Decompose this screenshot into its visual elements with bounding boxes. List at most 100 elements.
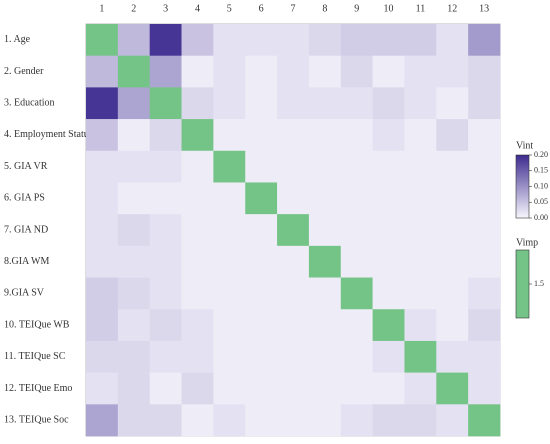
vint-cell — [86, 55, 119, 88]
vint-cell — [308, 87, 342, 120]
vint-cell — [308, 24, 342, 56]
vint-cell — [149, 340, 182, 373]
vint-cell — [149, 309, 182, 342]
vint-cell — [404, 309, 437, 342]
vint-cell — [213, 245, 246, 278]
x-tick-label: 6 — [259, 3, 264, 14]
vint-cell — [340, 150, 373, 183]
vint-cell — [436, 340, 469, 373]
vint-cell — [404, 372, 437, 405]
vint-cell — [468, 372, 501, 405]
vint-cell — [340, 55, 373, 88]
vint-cell — [149, 214, 182, 247]
vint-cell — [277, 55, 310, 88]
vint-cell — [372, 404, 405, 437]
vint-cell — [436, 87, 469, 120]
vint-cell — [404, 404, 437, 437]
vint-cell — [372, 24, 405, 56]
vint-cell — [245, 150, 278, 183]
vint-cell — [436, 182, 469, 215]
vint-cell — [277, 245, 310, 278]
vint-cell — [404, 55, 437, 88]
vint-cell — [468, 150, 501, 183]
vint-cell — [245, 372, 278, 405]
vint-cell — [372, 119, 405, 152]
vint-cell — [149, 182, 182, 215]
vint-cell — [308, 150, 342, 183]
vint-cell — [340, 404, 373, 437]
vint-cell — [86, 150, 119, 183]
vint-cell — [245, 340, 278, 373]
vint-cell — [149, 277, 182, 310]
vint-cell — [117, 150, 150, 183]
vimp-cell — [468, 404, 501, 437]
vint-cell — [340, 372, 373, 405]
vint-colorbar — [515, 154, 530, 219]
vimp-legend-title: Vimp — [516, 237, 538, 248]
vint-cell — [117, 24, 150, 56]
vint-cell — [86, 119, 119, 152]
vint-cell — [245, 55, 278, 88]
vint-cell — [372, 340, 405, 373]
vint-cell — [468, 277, 501, 310]
vint-cell — [436, 214, 469, 247]
vimp-cell — [372, 309, 405, 342]
vint-cell — [340, 87, 373, 120]
vint-cell — [149, 150, 182, 183]
vint-cell — [436, 245, 469, 278]
vint-cell — [277, 309, 310, 342]
x-tick-label: 1 — [99, 3, 104, 14]
vint-cell — [213, 119, 246, 152]
vint-cell — [340, 245, 373, 278]
vint-cell — [117, 277, 150, 310]
vint-cell — [117, 245, 150, 278]
vint-cell — [149, 55, 182, 88]
y-tick-label: 4. Employment Status — [4, 129, 93, 140]
vimp-cell — [117, 55, 150, 88]
y-tick-label: 1. Age — [4, 34, 31, 45]
y-tick-label: 9.GIA SV — [4, 288, 45, 299]
vint-cell — [149, 24, 182, 56]
vint-cell — [181, 87, 214, 120]
vimp-cell — [245, 182, 278, 215]
vint-cell — [277, 182, 310, 215]
vint-cell — [277, 150, 310, 183]
vint-cell — [277, 340, 310, 373]
y-tick-label: 3. Education — [4, 98, 55, 109]
vint-cell — [468, 55, 501, 88]
vint-cell — [213, 340, 246, 373]
vint-cell — [436, 404, 469, 437]
vint-cell — [468, 182, 501, 215]
vint-cell — [468, 24, 501, 56]
y-tick-label: 2. Gender — [4, 66, 44, 77]
vint-cell — [86, 277, 119, 310]
vint-cell — [308, 404, 342, 437]
vint-cell — [404, 245, 437, 278]
vint-cell — [86, 340, 119, 373]
vint-cell — [245, 404, 278, 437]
y-tick-label: 5. GIA VR — [4, 161, 48, 172]
vimp-cell — [86, 24, 119, 56]
vint-cell — [340, 24, 373, 56]
vint-cell — [86, 214, 119, 247]
vint-cell — [117, 182, 150, 215]
vint-cell — [468, 309, 501, 342]
vimp-cell — [436, 372, 469, 405]
vint-cell — [436, 119, 469, 152]
vint-cell — [372, 277, 405, 310]
x-tick-label: 8 — [322, 3, 327, 14]
vint-cell — [213, 182, 246, 215]
y-tick-label: 10. TEIQue WB — [4, 319, 70, 330]
vint-cell — [213, 214, 246, 247]
x-tick-label: 4 — [195, 3, 200, 14]
vint-cell — [245, 87, 278, 120]
vint-cell — [404, 150, 437, 183]
vint-cell — [181, 309, 214, 342]
y-tick-label: 13. TEIQue Soc — [4, 414, 69, 425]
vint-cell — [86, 309, 119, 342]
vint-legend-title: Vint — [516, 140, 533, 151]
vint-cell — [308, 309, 342, 342]
vint-cell — [404, 182, 437, 215]
vint-cell — [308, 182, 342, 215]
